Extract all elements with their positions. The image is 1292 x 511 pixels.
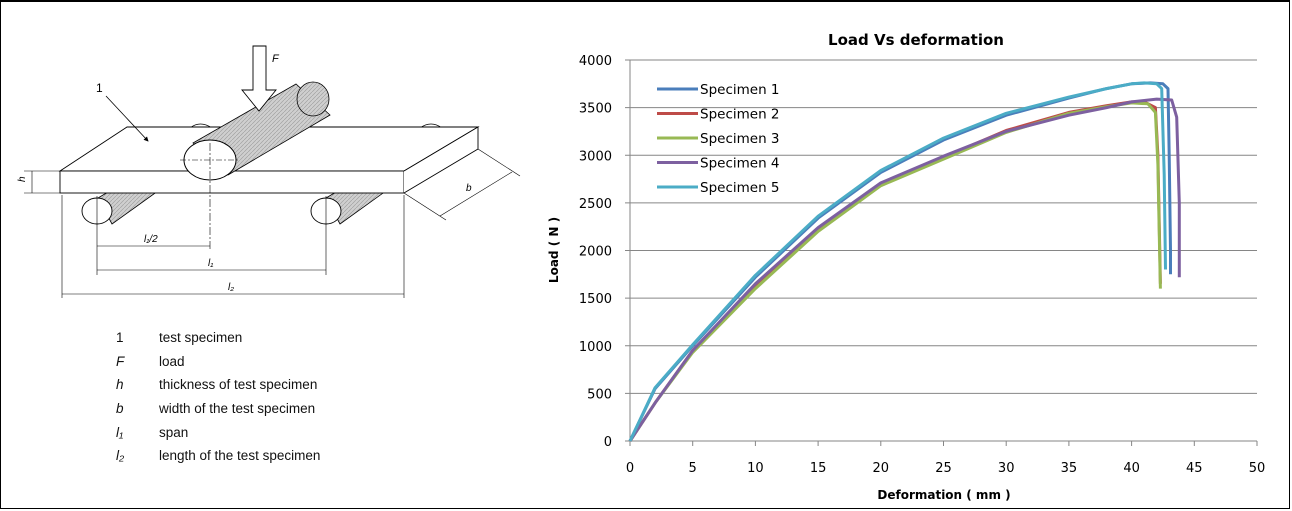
- legend-description: width of the test specimen: [159, 401, 316, 416]
- x-tick-label: 20: [873, 461, 890, 476]
- label-F: F: [272, 53, 280, 65]
- label-length: l₂: [228, 282, 234, 293]
- legend-description: test specimen: [159, 330, 243, 345]
- label-half-span: l₁/2: [144, 234, 158, 245]
- legend-label: Specimen 4: [700, 156, 780, 172]
- legend-label: Specimen 5: [700, 180, 780, 196]
- series-line-specimen-2: [628, 100, 1162, 442]
- legend-label: Specimen 3: [700, 131, 780, 147]
- axes: [625, 59, 1258, 446]
- label-b: b: [466, 183, 472, 194]
- x-tick-label: 45: [1186, 461, 1203, 476]
- y-tick-label: 500: [587, 387, 612, 402]
- y-tick-label: 3000: [579, 149, 612, 164]
- legend-description: thickness of test specimen: [159, 377, 318, 392]
- series-line-specimen-5: [628, 81, 1167, 442]
- x-tick-label: 15: [810, 461, 827, 476]
- x-tick-label: 5: [689, 461, 697, 476]
- y-axis-label: Load ( N ): [547, 217, 561, 283]
- chart-legend: Specimen 1 Specimen 2 Specimen 3 Specimen 4…: [657, 82, 780, 196]
- y-tick-label: 4000: [579, 54, 612, 69]
- legend-label: Specimen 1: [700, 82, 780, 98]
- x-tick-labels: 0 5 10 15 20 25 30 35 40 45 50: [626, 461, 1265, 476]
- legend-label: Specimen 2: [700, 107, 780, 123]
- y-tick-label: 1500: [579, 292, 612, 307]
- load-arrow: F: [241, 45, 280, 112]
- y-tick-label: 2000: [579, 245, 612, 260]
- x-tick-label: 35: [1061, 461, 1078, 476]
- legend-description: span: [159, 425, 189, 440]
- x-axis-label: Deformation ( mm ): [877, 488, 1010, 502]
- x-tick-label: 50: [1249, 461, 1266, 476]
- x-tick-label: 0: [626, 461, 634, 476]
- y-tick-label: 1000: [579, 340, 612, 355]
- bending-test-diagram: F 1 h b l₁/2 l₁ l₂: [17, 45, 521, 298]
- series-lines: [628, 81, 1181, 442]
- y-tick-labels: 0 500 1000 1500 2000 2500 3000 3500 4000: [579, 54, 612, 450]
- y-tick-label: 3500: [579, 102, 612, 117]
- legend-symbol: l₁: [116, 425, 124, 440]
- x-tick-label: 40: [1123, 461, 1140, 476]
- legend-symbol: h: [116, 377, 124, 392]
- label-span: l₁: [208, 258, 213, 269]
- legend-symbol: l₂: [116, 448, 125, 463]
- series-line-specimen-3: [628, 101, 1162, 442]
- legend-symbol: b: [116, 401, 124, 416]
- legend-symbol: F: [116, 354, 125, 369]
- x-tick-label: 10: [747, 461, 764, 476]
- x-tick-label: 30: [998, 461, 1015, 476]
- series-line-specimen-4: [628, 97, 1181, 442]
- legend-symbol: 1: [116, 330, 124, 345]
- y-tick-label: 0: [604, 435, 612, 450]
- y-tick-label: 2500: [579, 197, 612, 212]
- chart-title: Load Vs deformation: [828, 31, 1004, 49]
- legend-description: length of the test specimen: [159, 448, 321, 463]
- x-tick-label: 25: [935, 461, 952, 476]
- label-1: 1: [96, 81, 103, 95]
- label-h: h: [17, 176, 28, 182]
- legend-description: load: [159, 354, 185, 369]
